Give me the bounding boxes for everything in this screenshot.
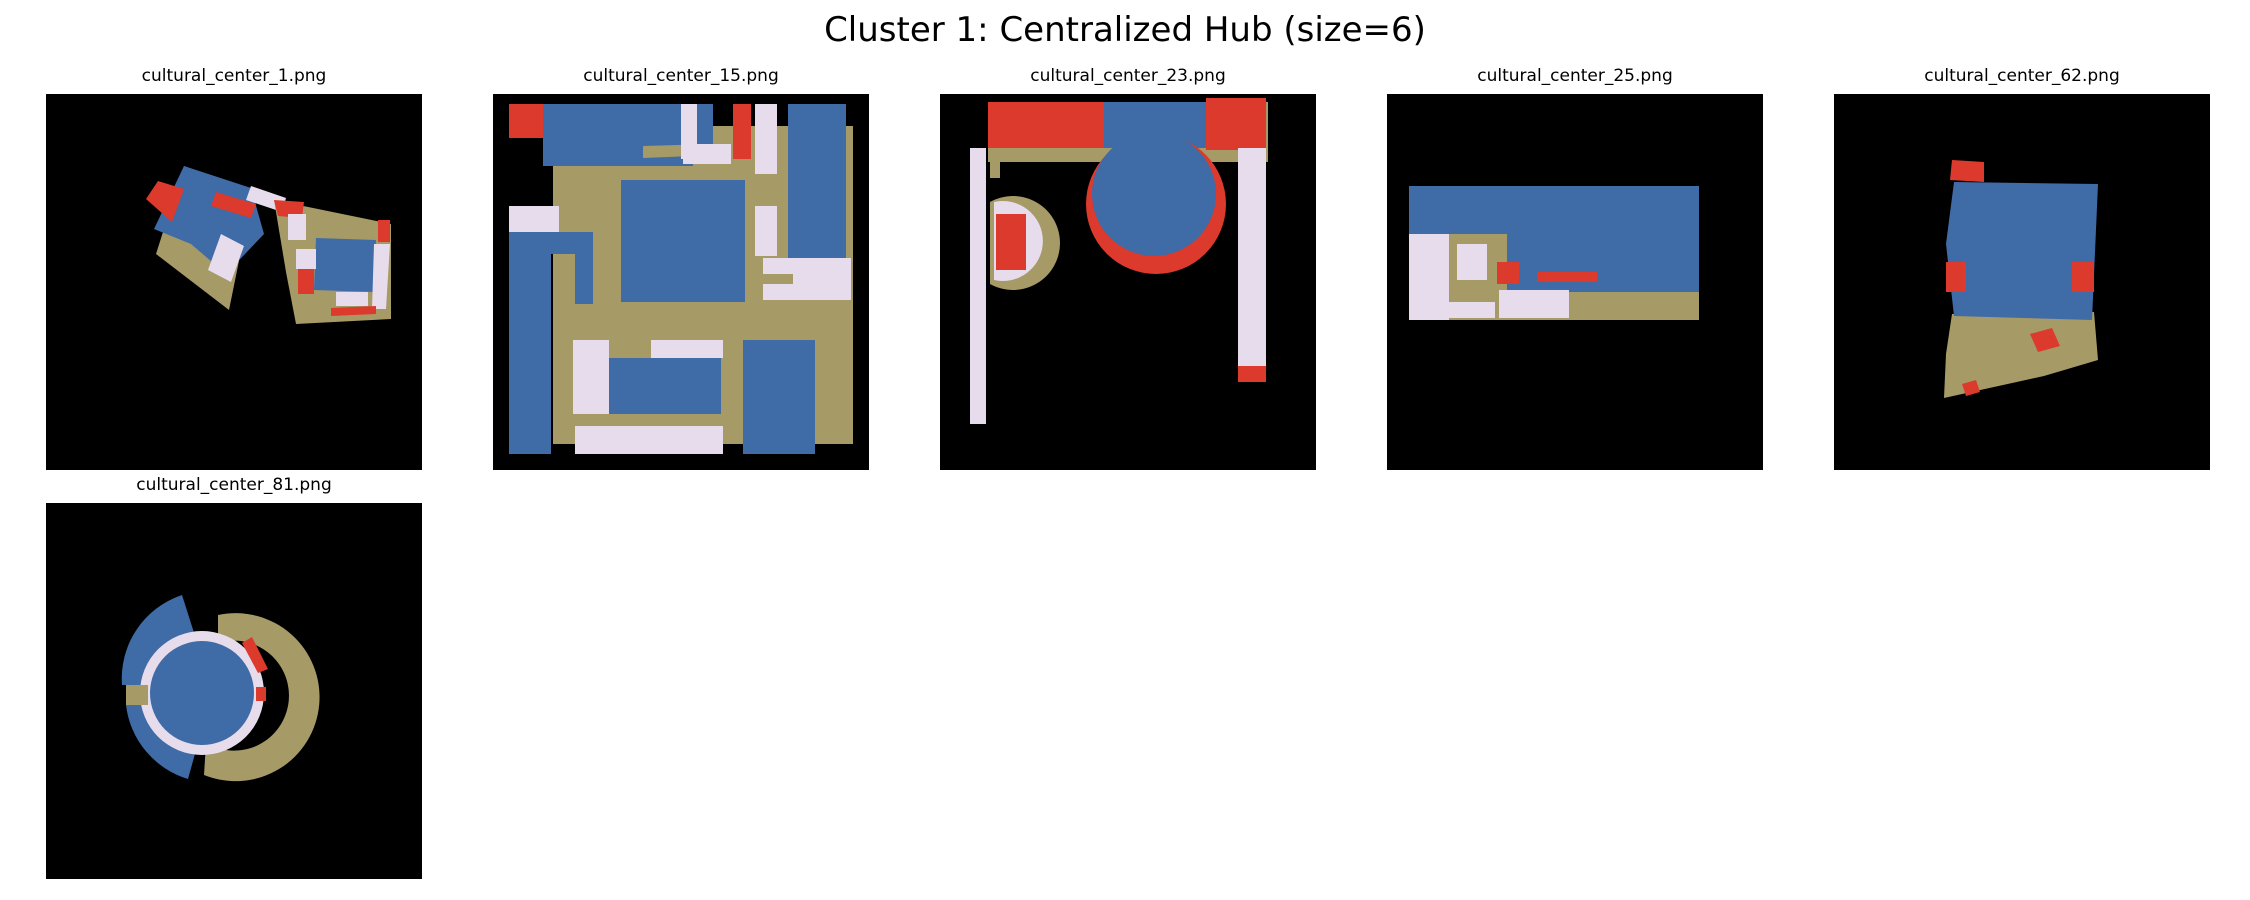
panel-title: cultural_center_81.png	[136, 475, 332, 495]
panel-title: cultural_center_23.png	[1030, 66, 1226, 86]
plan-cultural-center-81	[46, 503, 422, 879]
panel-title: cultural_center_62.png	[1924, 66, 2120, 86]
panel-title: cultural_center_1.png	[141, 66, 327, 86]
plan-cultural-center-23	[940, 94, 1316, 470]
plan-cultural-center-1	[46, 94, 422, 470]
plan-cultural-center-62	[1834, 94, 2210, 470]
figure-title: Cluster 1: Centralized Hub (size=6)	[824, 10, 1426, 50]
plan-cultural-center-15	[493, 94, 869, 470]
panel-title: cultural_center_25.png	[1477, 66, 1673, 86]
panel-title: cultural_center_15.png	[583, 66, 779, 86]
plan-cultural-center-25	[1387, 94, 1763, 470]
